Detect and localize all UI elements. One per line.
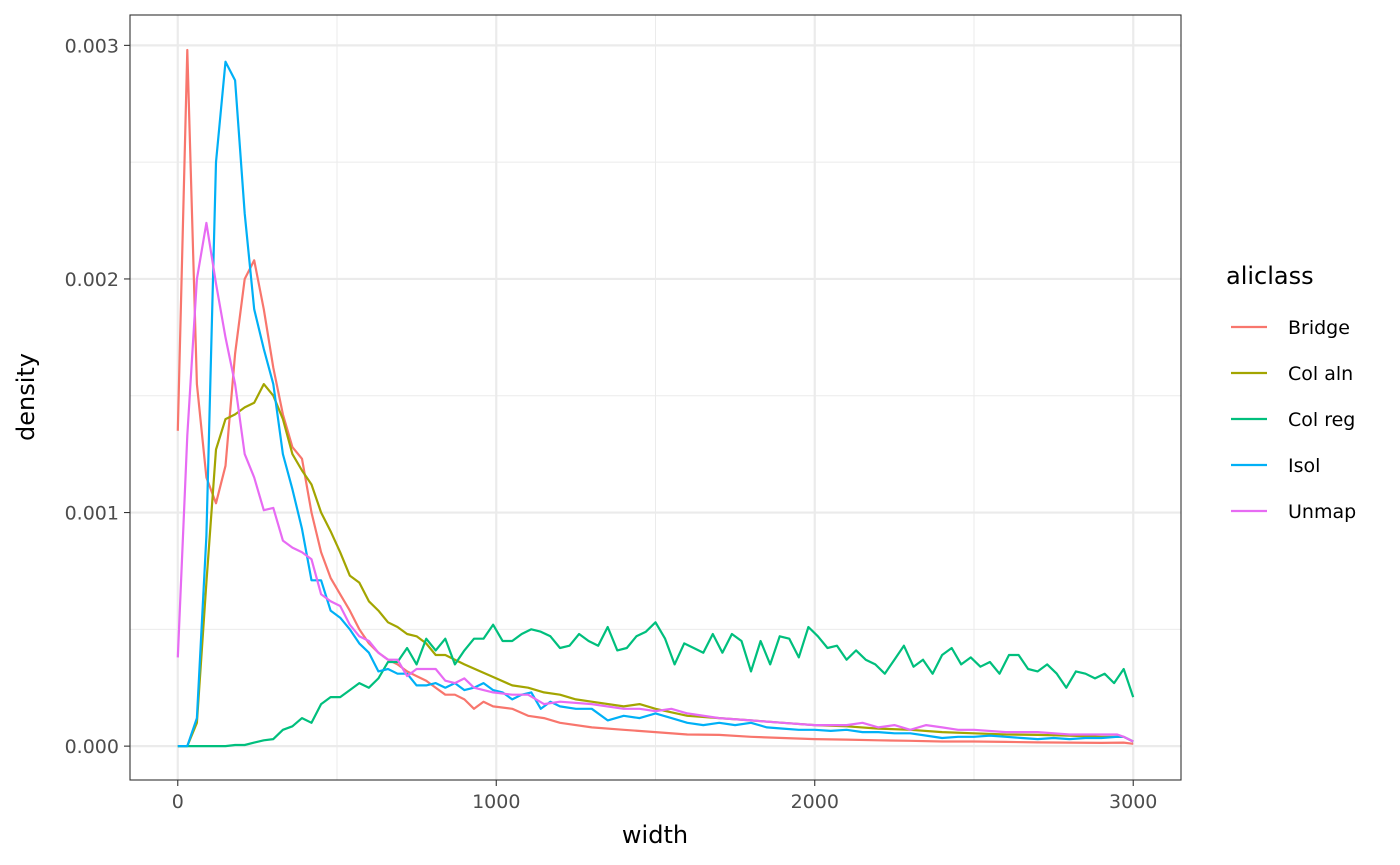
y-tick-label: 0.001: [65, 503, 119, 525]
legend-label-unmap: Unmap: [1288, 501, 1356, 523]
grid-major: [130, 15, 1181, 780]
x-axis-title: width: [622, 821, 688, 849]
y-tick-label: 0.003: [65, 35, 119, 57]
series-line-col-reg: [177, 621, 1135, 748]
series-line-unmap: [176, 221, 1134, 743]
x-axis: 0 1000 2000 3000: [172, 780, 1157, 813]
series-line-isol: [177, 60, 1134, 748]
y-tick-label: 0.000: [65, 736, 119, 758]
series-line-col-aln: [177, 383, 1134, 748]
legend: aliclass Bridge Col aln Col reg Isol Unmap: [1226, 262, 1356, 523]
legend-label-isol: Isol: [1288, 455, 1320, 477]
x-tick-label: 3000: [1109, 791, 1157, 813]
y-axis: 0.000 0.001 0.002 0.003: [65, 35, 130, 758]
x-tick-label: 1000: [472, 791, 520, 813]
legend-label-col-aln: Col aln: [1288, 363, 1353, 385]
series-line-bridge: [176, 48, 1134, 745]
x-tick-label: 2000: [791, 791, 839, 813]
series-layer: [176, 48, 1135, 748]
y-tick-label: 0.002: [65, 269, 119, 291]
grid-minor: [130, 15, 1181, 780]
x-tick-label: 0: [172, 791, 184, 813]
y-axis-title: density: [12, 353, 40, 441]
legend-title: aliclass: [1226, 262, 1314, 290]
legend-label-col-reg: Col reg: [1288, 409, 1355, 431]
legend-label-bridge: Bridge: [1288, 317, 1350, 339]
panel-border: [129, 14, 1182, 781]
